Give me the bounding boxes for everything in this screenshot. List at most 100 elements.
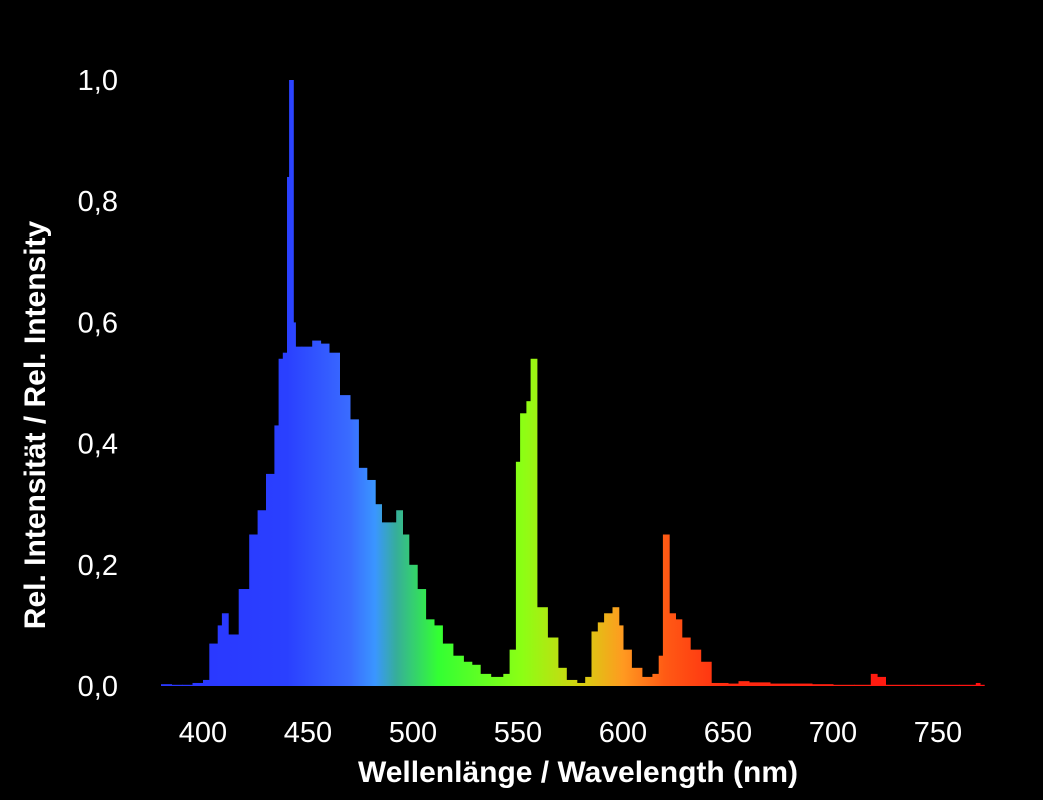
spectrum-bar [192, 682, 204, 686]
spectrum-bar [320, 343, 330, 686]
spectrum-bar [557, 667, 567, 686]
spectrum-bar [833, 684, 855, 686]
spectrum-bar [221, 613, 229, 686]
spectrum-bar [536, 607, 548, 686]
spectrum-bar [425, 619, 435, 686]
spectrum-bar [182, 684, 193, 686]
spectrum-bar [375, 504, 382, 686]
spectrum-bar [547, 637, 559, 686]
spectrum-bar [576, 682, 586, 686]
spectrum-bar [238, 589, 250, 686]
x-tick-label: 750 [914, 717, 962, 749]
spectrum-bar [641, 676, 653, 686]
x-tick-label: 550 [494, 717, 542, 749]
spectrum-bar [350, 419, 359, 686]
x-tick-label: 450 [284, 717, 332, 749]
spectrum-bar [171, 684, 183, 686]
spectrum-bar [854, 684, 872, 686]
spectrum-bar [257, 510, 267, 686]
spectrum-bar [566, 679, 578, 686]
spectrum-bar [217, 625, 223, 686]
y-tick-label: 0,6 [78, 307, 118, 339]
spectrum-bar [293, 322, 296, 686]
spectrum-bar [585, 676, 592, 686]
x-tick-label: 500 [389, 717, 437, 749]
spectrum-bar [652, 673, 660, 686]
spectrum-bar [662, 534, 670, 686]
spectrum-bar [612, 607, 620, 686]
spectrum-bar [289, 80, 294, 686]
spectrum-bar [604, 613, 613, 686]
x-tick-label: 400 [179, 717, 227, 749]
spectrum-bar [749, 682, 771, 686]
spectrum-bar [402, 534, 410, 686]
spectrum-bar [623, 649, 632, 686]
spectrum-bar [791, 683, 813, 686]
spectrum-bar [295, 346, 303, 686]
spectrum-bar [287, 176, 290, 686]
spectrum-bar [738, 681, 750, 686]
spectrum-bar [301, 346, 313, 686]
spectrum-bar [526, 401, 532, 686]
spectrum-bar [877, 676, 886, 686]
spectrum-bar [959, 684, 977, 686]
spectrum-bar [417, 589, 427, 686]
spectrum-bar [675, 619, 683, 686]
spectrum-bar [700, 661, 712, 686]
spectrum-bar [917, 684, 960, 686]
spectrum-bar [434, 625, 443, 686]
spectrum-bar [203, 679, 210, 686]
spectrum-bar [597, 622, 605, 686]
spectrum-bar [282, 352, 288, 686]
y-tick-label: 0,0 [78, 671, 118, 703]
spectrum-bar [711, 682, 729, 686]
spectrum-bar [658, 655, 664, 686]
spectrum-bar [392, 522, 397, 686]
spectrum-bar [618, 625, 624, 686]
spectrum-bar [480, 673, 492, 686]
x-tick-label: 600 [599, 717, 647, 749]
x-tick-label: 700 [809, 717, 857, 749]
spectrum-bar [339, 395, 351, 686]
x-axis-label: Wellenlänge / Wavelength (nm) [358, 756, 798, 789]
spectrum-bar [278, 358, 284, 686]
spectrum-bar [530, 358, 538, 686]
spectrum-bar [161, 684, 172, 686]
x-axis-ticks: 400 450 500 550 600 650 700 750 [179, 717, 962, 749]
spectrum-bar [358, 467, 368, 686]
spectrum-bar [631, 667, 643, 686]
spectrum-bar [442, 643, 454, 686]
x-tick-label: 650 [704, 717, 752, 749]
spectrum-bar [885, 684, 918, 686]
spectrum-bar [515, 461, 521, 686]
y-tick-label: 0,4 [78, 429, 118, 461]
spectrum-bar [452, 655, 464, 686]
y-tick-label: 1,0 [78, 65, 118, 97]
spectrum-bar [870, 673, 878, 686]
spectrum-bar [591, 631, 599, 686]
bars [161, 80, 985, 686]
spectrum-bar [770, 683, 792, 686]
spectrum-bar [408, 564, 418, 686]
spectrum-bar [381, 522, 393, 686]
spectrum-bar [690, 649, 702, 686]
spectrum-bar [503, 673, 511, 686]
y-tick-label: 0,8 [78, 186, 118, 218]
spectrum-bar [266, 473, 275, 686]
spectrum-bar [490, 676, 504, 686]
spectrum-bar [249, 534, 259, 686]
spectrum-bar [228, 634, 240, 686]
spectrum-bar [396, 510, 403, 686]
spectrum-bar [366, 479, 376, 686]
spectrum-bar [669, 613, 676, 686]
spectrum-bar [975, 682, 981, 686]
y-axis-ticks: 0,0 0,2 0,4 0,6 0,8 1,0 [78, 65, 118, 703]
spectrum-bar [681, 637, 691, 686]
spectrum-bar [728, 683, 739, 686]
spectrum-bar [274, 425, 280, 686]
y-tick-label: 0,2 [78, 550, 118, 582]
spectrum-bar [312, 340, 322, 686]
spectrum-bar [812, 684, 834, 686]
spectrum-bar [980, 684, 985, 686]
